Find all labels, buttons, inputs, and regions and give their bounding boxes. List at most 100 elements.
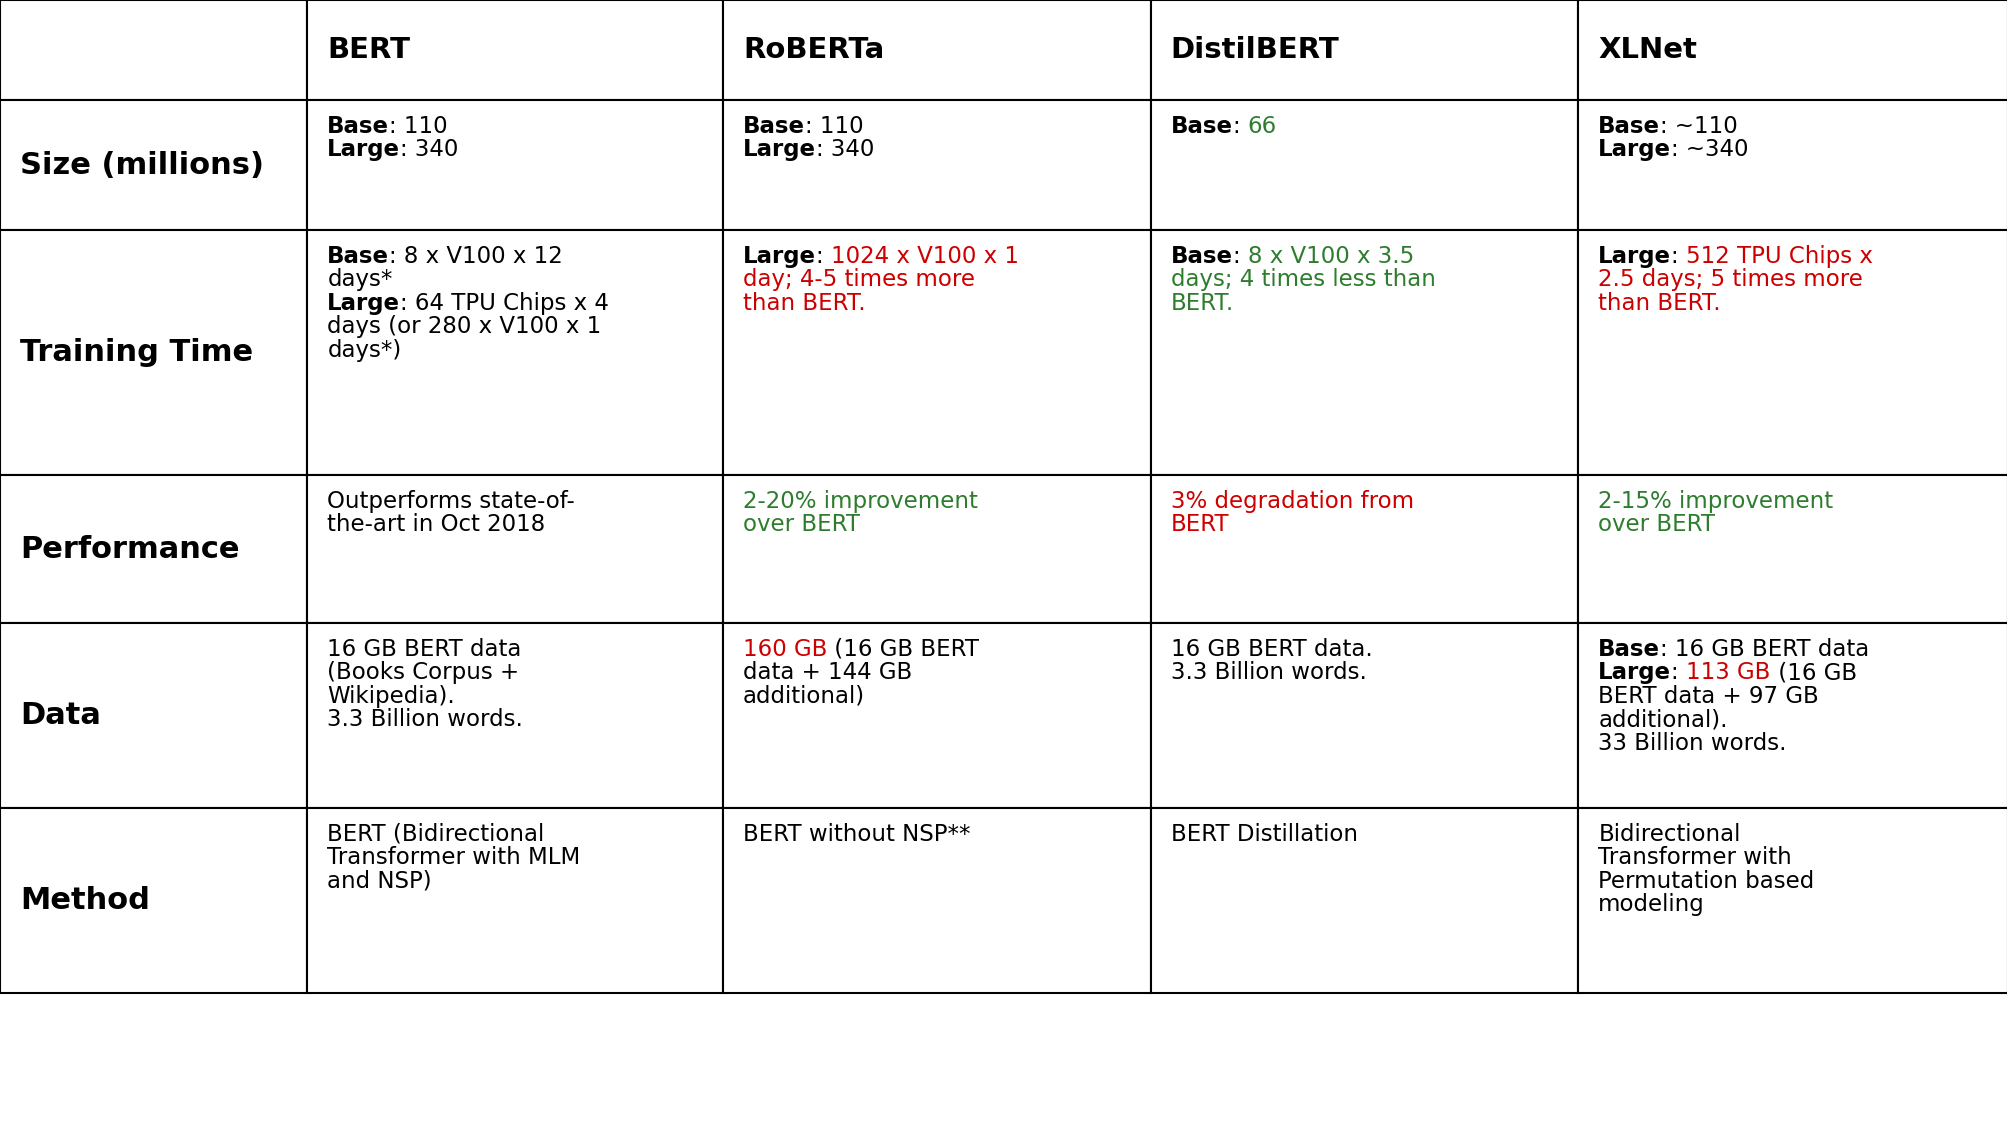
Bar	[1150, 808, 1578, 993]
Text: Large: Large	[327, 138, 399, 161]
Text: : 110: : 110	[389, 115, 448, 138]
Bar	[307, 475, 723, 622]
Text: and NSP): and NSP)	[327, 870, 432, 893]
Bar	[1150, 475, 1578, 622]
Text: 3% degradation from: 3% degradation from	[1170, 490, 1413, 513]
Text: : 8 x V100 x 12: : 8 x V100 x 12	[389, 245, 562, 268]
Text: (Books Corpus +: (Books Corpus +	[327, 661, 520, 684]
Text: Base: Base	[1170, 245, 1232, 268]
Bar	[723, 808, 1150, 993]
Bar	[1150, 0, 1578, 100]
Text: BERT without NSP**: BERT without NSP**	[743, 823, 969, 846]
Bar	[307, 230, 723, 475]
Text: : 64 TPU Chips x 4: : 64 TPU Chips x 4	[399, 292, 608, 315]
Text: Data: Data	[20, 701, 100, 730]
Text: Permutation based: Permutation based	[1598, 870, 1814, 893]
Text: XLNet: XLNet	[1598, 36, 1696, 64]
Text: BERT data + 97 GB: BERT data + 97 GB	[1598, 685, 1818, 708]
Text: 113 GB: 113 GB	[1686, 661, 1770, 684]
Bar	[0, 0, 307, 100]
Text: :: :	[1670, 245, 1686, 268]
Text: :: :	[1670, 661, 1686, 684]
Text: Base: Base	[1598, 115, 1660, 138]
Text: 33 Billion words.: 33 Billion words.	[1598, 732, 1786, 755]
Text: BERT: BERT	[327, 36, 409, 64]
Bar	[0, 808, 307, 993]
Bar	[307, 808, 723, 993]
Text: Size (millions): Size (millions)	[20, 150, 265, 179]
Bar	[723, 0, 1150, 100]
Text: the-art in Oct 2018: the-art in Oct 2018	[327, 513, 546, 536]
Text: Performance: Performance	[20, 535, 239, 563]
Text: than BERT.: than BERT.	[743, 292, 865, 315]
Text: 2-20% improvement: 2-20% improvement	[743, 490, 977, 513]
Text: (16 GB BERT: (16 GB BERT	[827, 637, 979, 661]
Text: 2.5 days; 5 times more: 2.5 days; 5 times more	[1598, 268, 1862, 291]
Text: Large: Large	[327, 292, 399, 315]
Text: Transformer with MLM: Transformer with MLM	[327, 846, 580, 870]
Text: 2-15% improvement: 2-15% improvement	[1598, 490, 1832, 513]
Text: :: :	[1232, 115, 1246, 138]
Text: than BERT.: than BERT.	[1598, 292, 1720, 315]
Text: Base: Base	[327, 115, 389, 138]
Text: Large: Large	[1598, 245, 1670, 268]
Text: BERT Distillation: BERT Distillation	[1170, 823, 1357, 846]
Bar	[1578, 0, 2007, 100]
Text: :: :	[815, 245, 831, 268]
Text: :: :	[1232, 245, 1246, 268]
Text: Large: Large	[743, 245, 815, 268]
Text: Large: Large	[1598, 661, 1670, 684]
Bar	[1578, 475, 2007, 622]
Bar	[307, 0, 723, 100]
Text: RoBERTa: RoBERTa	[743, 36, 883, 64]
Text: data + 144 GB: data + 144 GB	[743, 661, 911, 684]
Bar	[307, 622, 723, 808]
Text: 66: 66	[1246, 115, 1276, 138]
Text: : 340: : 340	[399, 138, 458, 161]
Text: : ~340: : ~340	[1670, 138, 1748, 161]
Text: : 16 GB BERT data: : 16 GB BERT data	[1660, 637, 1869, 661]
Bar	[723, 230, 1150, 475]
Text: DistilBERT: DistilBERT	[1170, 36, 1339, 64]
Text: Transformer with: Transformer with	[1598, 846, 1790, 870]
Bar	[1150, 100, 1578, 230]
Bar	[723, 475, 1150, 622]
Text: Wikipedia).: Wikipedia).	[327, 685, 456, 708]
Text: Base: Base	[327, 245, 389, 268]
Text: Training Time: Training Time	[20, 337, 253, 367]
Text: BERT.: BERT.	[1170, 292, 1232, 315]
Text: over BERT: over BERT	[743, 513, 859, 536]
Text: days; 4 times less than: days; 4 times less than	[1170, 268, 1435, 291]
Text: Large: Large	[1598, 138, 1670, 161]
Text: day; 4-5 times more: day; 4-5 times more	[743, 268, 975, 291]
Text: Base: Base	[1170, 115, 1232, 138]
Text: days*: days*	[327, 268, 393, 291]
Bar	[723, 100, 1150, 230]
Text: 3.3 Billion words.: 3.3 Billion words.	[327, 708, 524, 731]
Text: 1024 x V100 x 1: 1024 x V100 x 1	[831, 245, 1018, 268]
Text: 8 x V100 x 3.5: 8 x V100 x 3.5	[1246, 245, 1413, 268]
Text: Base: Base	[743, 115, 805, 138]
Bar	[723, 622, 1150, 808]
Text: Method: Method	[20, 886, 151, 915]
Text: Bidirectional: Bidirectional	[1598, 823, 1740, 846]
Text: (16 GB: (16 GB	[1770, 661, 1856, 684]
Text: additional).: additional).	[1598, 708, 1726, 731]
Bar	[0, 230, 307, 475]
Text: 16 GB BERT data.: 16 GB BERT data.	[1170, 637, 1371, 661]
Bar	[1578, 230, 2007, 475]
Bar	[0, 475, 307, 622]
Bar	[1578, 808, 2007, 993]
Text: Large: Large	[743, 138, 815, 161]
Text: : 340: : 340	[815, 138, 873, 161]
Text: 16 GB BERT data: 16 GB BERT data	[327, 637, 522, 661]
Text: BERT: BERT	[1170, 513, 1228, 536]
Bar	[1150, 230, 1578, 475]
Text: 3.3 Billion words.: 3.3 Billion words.	[1170, 661, 1367, 684]
Text: Base: Base	[1598, 637, 1660, 661]
Text: : ~110: : ~110	[1660, 115, 1738, 138]
Bar	[1578, 622, 2007, 808]
Bar	[1150, 622, 1578, 808]
Bar	[1578, 100, 2007, 230]
Text: days*): days*)	[327, 339, 401, 361]
